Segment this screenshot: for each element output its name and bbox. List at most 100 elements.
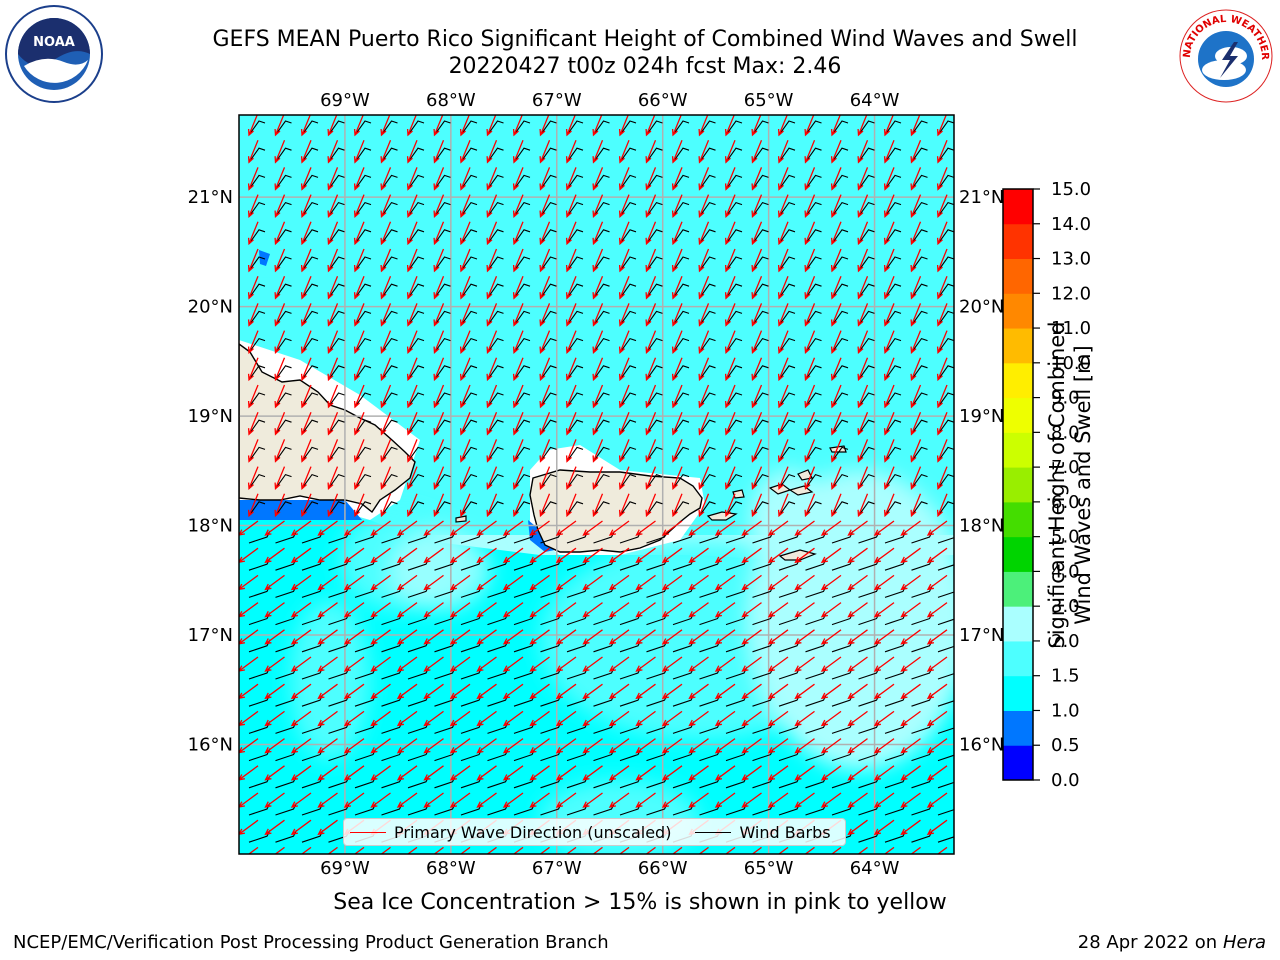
wind-barb <box>752 337 769 353</box>
wave-arrow <box>343 765 365 781</box>
wind-barb <box>831 120 849 136</box>
wave-arrow <box>751 439 763 463</box>
wave-arrow <box>688 710 709 727</box>
wave-arrow <box>353 411 365 436</box>
wave-arrow <box>661 520 683 536</box>
lat-label-left: 16°N <box>188 735 233 756</box>
wave-arrow <box>300 439 312 463</box>
wind-barb <box>778 473 796 489</box>
wave-arrow <box>645 194 657 218</box>
wave-arrow <box>608 520 630 536</box>
wave-direction-field <box>239 115 948 854</box>
wind-barb <box>487 419 504 435</box>
wave-arrow <box>830 846 842 854</box>
wave-arrow <box>274 330 286 354</box>
wave-arrow <box>370 738 391 754</box>
wave-arrow <box>449 629 471 645</box>
wind-barb <box>248 337 266 353</box>
wave-arrow <box>645 439 657 463</box>
wind-barb <box>884 229 902 245</box>
wave-arrow <box>343 710 365 727</box>
wave-arrow <box>555 683 577 700</box>
wave-arrow <box>423 738 444 754</box>
wind-barb <box>937 256 954 272</box>
wave-arrow <box>635 710 656 727</box>
wind-barb <box>725 120 743 136</box>
wave-arrow <box>449 683 471 700</box>
wave-arrow <box>582 574 603 591</box>
colorbar-segment <box>1003 710 1033 746</box>
wave-arrow <box>539 221 551 246</box>
wave-arrow <box>274 115 285 137</box>
wind-barb <box>778 419 796 435</box>
wind-barb <box>513 446 531 462</box>
wave-arrow <box>777 493 789 518</box>
wave-arrow <box>767 602 789 618</box>
wave-arrow <box>423 710 444 727</box>
wind-barb <box>752 419 769 435</box>
wind-barb <box>354 419 372 435</box>
wind-barb <box>699 419 716 435</box>
wave-arrow <box>565 439 577 463</box>
wave-arrow <box>264 547 285 564</box>
wave-arrow <box>380 357 392 382</box>
wave-arrow <box>873 574 895 591</box>
wave-arrow <box>645 248 657 273</box>
wave-arrow <box>794 629 815 645</box>
wind-barb <box>248 365 266 381</box>
wind-barb <box>937 645 954 653</box>
wind-barb <box>672 147 690 163</box>
wind-barb <box>911 446 928 462</box>
wind-barb <box>672 256 690 272</box>
wave-arrow <box>714 547 736 564</box>
wave-arrow <box>370 629 391 645</box>
wind-barb <box>593 229 610 245</box>
colorbar-segment <box>1003 501 1033 538</box>
wave-arrow <box>926 819 948 836</box>
wave-arrow <box>724 194 736 218</box>
wave-arrow <box>767 683 789 700</box>
wave-arrow <box>529 520 550 536</box>
wave-arrow <box>433 357 445 382</box>
wind-barb <box>646 310 663 326</box>
page-subtitle: 20220427 t00z 024h fcst Max: 2.46 <box>448 54 842 79</box>
sea-patch <box>750 470 830 570</box>
wind-barb <box>566 337 584 353</box>
wave-arrow <box>608 792 630 808</box>
wind-barb <box>328 229 345 245</box>
wind-barb <box>752 147 769 163</box>
wave-arrow <box>847 602 868 618</box>
wind-barb <box>301 501 319 517</box>
wave-arrow <box>327 466 339 490</box>
wave-arrow <box>343 629 365 645</box>
wave-arrow <box>592 167 604 191</box>
wave-arrow <box>502 710 524 727</box>
wave-arrow <box>618 194 630 218</box>
wind-barb <box>354 446 372 462</box>
wind-barb <box>911 283 928 299</box>
wind-barb <box>858 419 875 435</box>
wave-arrow <box>565 139 577 164</box>
wave-arrow <box>290 656 312 672</box>
wind-barb <box>937 564 954 571</box>
wave-arrow <box>264 765 285 781</box>
island <box>797 469 813 481</box>
colorbar-tick-label: 15.0 <box>1051 179 1091 200</box>
wave-arrow <box>486 167 498 191</box>
wave-arrow <box>353 439 365 463</box>
wind-barb <box>381 473 398 489</box>
wave-arrow <box>830 330 842 354</box>
wave-arrow <box>767 765 789 781</box>
wave-arrow <box>317 629 338 645</box>
wave-arrow <box>486 384 498 409</box>
colorbar-tick-label: 10.0 <box>1051 353 1091 374</box>
wind-barb <box>301 337 319 353</box>
wind-barb <box>381 310 398 326</box>
wave-arrow <box>433 411 445 436</box>
wind-barb <box>249 857 270 869</box>
wave-arrow <box>926 738 948 754</box>
wind-barb <box>646 174 663 190</box>
wave-arrow <box>671 493 683 518</box>
colorbar-tick-label: 0.0 <box>1051 770 1080 791</box>
wind-barb <box>911 120 928 136</box>
